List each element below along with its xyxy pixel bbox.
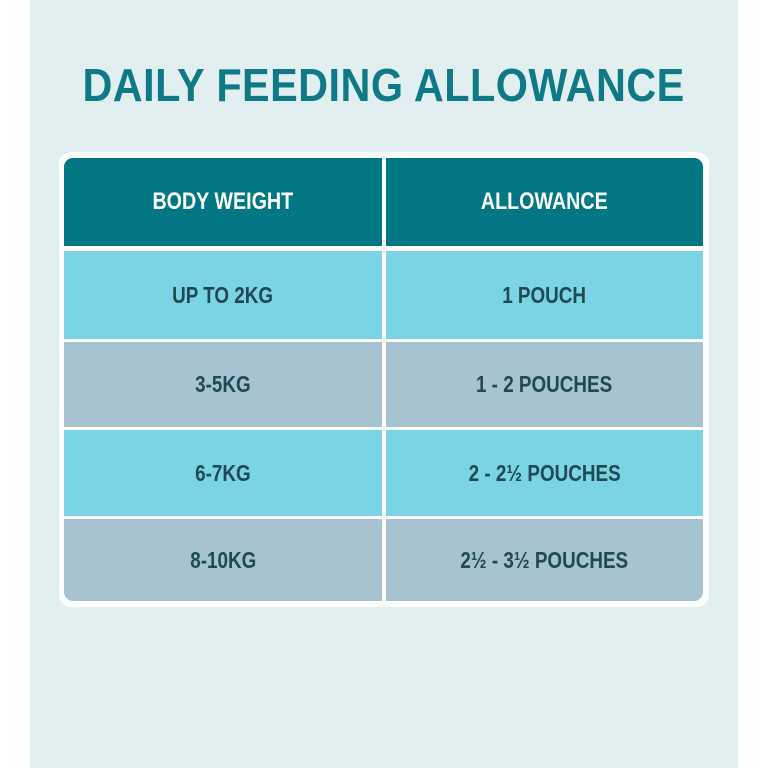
table-row-2-weight: 3-5KG [64,342,382,427]
table-row-1-allowance: 1 POUCH [386,251,703,339]
table-row-4-allowance: 2½ - 3½ POUCHES [386,519,703,601]
cell-text: 6-7KG [195,459,251,486]
table-row-2-allowance: 1 - 2 POUCHES [386,342,703,427]
cell-text: 1 POUCH [502,281,587,308]
header-label: BODY WEIGHT [152,188,294,215]
cell-text: 8-10KG [189,546,257,573]
cell-text: 2 - 2½ POUCHES [468,459,621,486]
header-body-weight: BODY WEIGHT [64,158,382,246]
table-row-4-weight: 8-10KG [64,519,382,601]
page-title: DAILY FEEDING ALLOWANCE [0,58,768,112]
cell-text: 2½ - 3½ POUCHES [460,546,629,573]
table-row-3-allowance: 2 - 2½ POUCHES [386,430,703,516]
cell-text: UP TO 2KG [172,281,274,308]
cell-text: 1 - 2 POUCHES [476,371,613,397]
header-label: ALLOWANCE [481,188,608,215]
title-text: DAILY FEEDING ALLOWANCE [82,59,686,111]
table-row-3-weight: 6-7KG [64,430,382,516]
cell-text: 3-5KG [195,371,251,397]
header-allowance: ALLOWANCE [386,158,703,246]
table-row-1-weight: UP TO 2KG [64,251,382,339]
